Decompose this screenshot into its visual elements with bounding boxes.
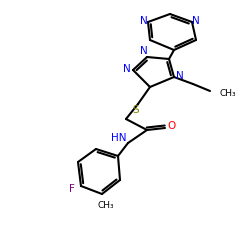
Text: CH₃: CH₃: [98, 202, 114, 210]
Text: N: N: [140, 46, 148, 56]
Text: N: N: [140, 16, 148, 26]
Text: O: O: [168, 121, 176, 131]
Text: CH₃: CH₃: [219, 88, 236, 98]
Text: N: N: [176, 71, 184, 81]
Text: N: N: [123, 64, 131, 74]
Text: S: S: [133, 105, 139, 115]
Text: N: N: [192, 16, 200, 26]
Text: HN: HN: [111, 133, 127, 143]
Text: F: F: [69, 184, 75, 194]
